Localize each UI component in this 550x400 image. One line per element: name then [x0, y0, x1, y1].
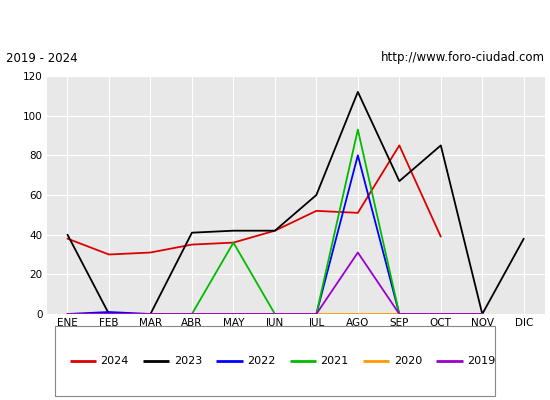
Text: Evolucion Nº Turistas Extranjeros en el municipio de Val de San Lorenzo: Evolucion Nº Turistas Extranjeros en el …	[5, 14, 545, 28]
Text: 2024: 2024	[101, 356, 129, 366]
Text: 2022: 2022	[247, 356, 276, 366]
Text: 2020: 2020	[394, 356, 422, 366]
Text: http://www.foro-ciudad.com: http://www.foro-ciudad.com	[381, 52, 544, 64]
Text: 2019 - 2024: 2019 - 2024	[6, 52, 77, 64]
Text: 2021: 2021	[321, 356, 349, 366]
Text: 2019: 2019	[467, 356, 496, 366]
FancyBboxPatch shape	[55, 326, 495, 396]
Text: 2023: 2023	[174, 356, 202, 366]
